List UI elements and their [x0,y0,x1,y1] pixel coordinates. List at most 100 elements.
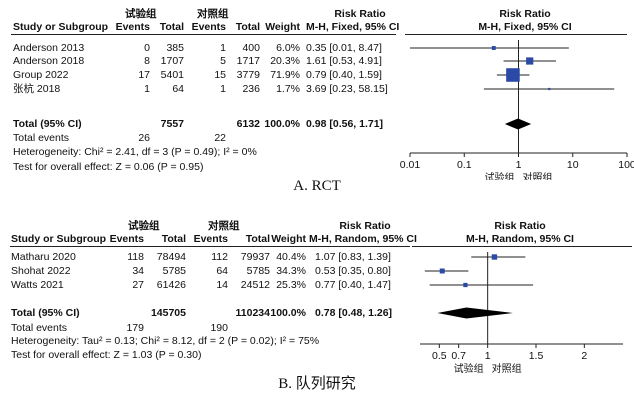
study-marker [491,254,498,260]
study-marker [439,268,445,274]
x-tick-label: 100 [618,159,634,171]
caption-b: B. 队列研究 [278,376,356,392]
ctl-events: 112 [211,251,228,263]
study-name: Matharu 2020 [11,251,76,263]
pooled-diamond [437,307,513,319]
x-tick-label: 0.7 [451,350,466,362]
col-exp-events: Events [115,21,150,33]
exp-events: 34 [132,265,144,277]
study-name: Anderson 2013 [13,42,85,54]
study-name: Anderson 2018 [13,55,85,67]
x-tick-label: 1.5 [529,350,544,362]
ci-text: 0.79 [0.40, 1.59] [306,69,382,81]
exp-total-sum: 7557 [160,118,184,130]
ctl-events: 15 [214,69,226,81]
study-marker [548,87,551,91]
ctl-total: 236 [242,83,260,95]
exp-events: 8 [144,55,150,67]
forest-plot-area: 0.5 0.7 1 1.5 2 试验组 对照组 [420,252,623,375]
exp-events: 0 [144,42,150,54]
ctl-total-sum: 6132 [236,118,260,130]
ctl-events: 64 [216,265,228,277]
exp-total: 1707 [160,55,184,67]
x-tick-label: 0.5 [432,350,447,362]
ci-text: 1.61 [0.53, 4.91] [306,55,382,67]
caption-a: A. RCT [293,178,341,194]
header-rule-plot [412,246,632,247]
heterogeneity-text: Heterogeneity: Tau² = 0.13; Chi² = 8.12,… [11,335,320,347]
header-rule [11,34,396,35]
study-name: Shohat 2022 [11,265,71,277]
header-rule-plot [405,34,627,35]
x-tick-label: 0.1 [457,159,472,171]
x-tick-label: 0.01 [400,159,421,171]
effect-header: Risk Ratio [339,220,391,232]
heterogeneity-text: Heterogeneity: Chi² = 2.41, df = 3 (P = … [13,146,257,158]
ctl-events-sum: 190 [210,322,228,334]
ci-text: 0.77 [0.40, 1.47] [315,279,391,291]
effect-subheader-plot: M-H, Fixed, 95% CI [478,21,572,33]
exp-total: 78494 [156,251,186,263]
total-events-label: Total events [11,322,68,334]
col-weight: Weight [271,233,306,245]
exp-total: 5401 [160,69,184,81]
header-rule [10,246,410,247]
x-tick-label: 10 [567,159,579,171]
effect-header-plot: Risk Ratio [499,8,551,20]
effect-subheader: M-H, Random, 95% CI [309,233,417,245]
total-weight: 100.0% [270,307,306,319]
exp-total: 64 [172,83,184,95]
favours-left-label: 试验组 [454,362,484,375]
study-marker [526,57,534,65]
total-weight: 100.0% [264,118,300,130]
exp-total: 5785 [162,265,186,277]
exp-events: 118 [127,251,144,263]
ctl-total: 24512 [240,279,270,291]
x-tick-label: 1 [516,159,522,171]
pooled-diamond [504,118,532,130]
exp-events: 1 [144,83,150,95]
ctl-events: 14 [216,279,228,291]
col-study: Study or Subgroup [11,233,107,245]
favours-right-label: 对照组 [492,362,522,375]
ctl-total: 79937 [240,251,270,263]
effect-header: Risk Ratio [334,8,386,20]
x-tick-label: 1 [485,350,491,362]
ci-text: 0.53 [0.35, 0.80] [315,265,391,277]
weight: 6.0% [276,42,300,54]
total-events-label: Total events [13,132,70,144]
ctl-events: 1 [220,83,226,95]
col-exp-events: Events [109,233,144,245]
col-ctl-total: Total [235,21,260,33]
effect-header-plot: Risk Ratio [494,220,546,232]
ctl-events: 5 [220,55,226,67]
ctl-total: 3779 [236,69,260,81]
weight: 20.3% [270,55,300,67]
exp-total-sum: 145705 [150,307,186,319]
study-marker [491,46,496,50]
weight: 34.3% [276,265,306,277]
ci-text: 3.69 [0.23, 58.15] [306,83,388,95]
exp-group-label: 试验组 [125,8,157,20]
exp-group-label: 试验组 [128,220,160,232]
ci-text: 1.07 [0.83, 1.39] [315,251,391,263]
overall-effect-text: Test for overall effect: Z = 1.03 (P = 0… [11,349,202,361]
col-ctl-events: Events [193,233,228,245]
total-label: Total (95% CI) [13,118,82,130]
favours-right-label: 对照组 [523,171,553,180]
exp-events: 27 [132,279,144,291]
ctl-total-sum: 110234 [235,307,270,319]
study-name: Watts 2021 [11,279,64,291]
study-marker [506,68,520,82]
total-ci: 0.78 [0.48, 1.26] [315,307,393,319]
study-name: Group 2022 [13,69,69,81]
ctl-group-label: 对照组 [197,8,229,20]
effect-subheader-plot: M-H, Random, 95% CI [466,233,574,245]
exp-events: 17 [138,69,150,81]
total-label: Total (95% CI) [11,307,80,319]
col-ctl-events: Events [191,21,226,33]
weight: 25.3% [276,279,306,291]
forest-plot-area: 0.01 0.1 1 10 100 试验组 对照组 [400,40,634,180]
forest-plot-rct: 试验组 对照组 Risk Ratio Risk Ratio Study or S… [0,0,634,196]
weight: 1.7% [276,83,300,95]
